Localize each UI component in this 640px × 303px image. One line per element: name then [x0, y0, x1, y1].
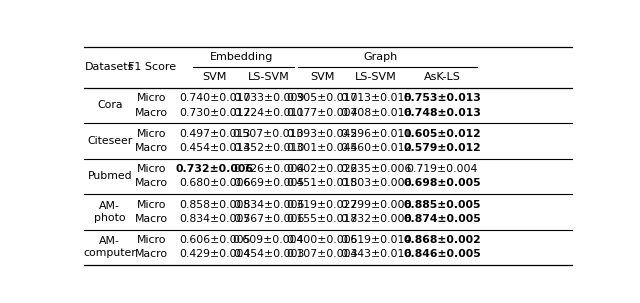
Text: 0.605±0.012: 0.605±0.012	[403, 129, 481, 139]
Text: 0.874±0.005: 0.874±0.005	[403, 214, 481, 224]
Text: Graph: Graph	[363, 52, 397, 62]
Text: 0.596±0.011: 0.596±0.011	[340, 129, 412, 139]
Text: 0.497±0.013: 0.497±0.013	[179, 129, 250, 139]
Text: 0.713±0.015: 0.713±0.015	[340, 93, 412, 103]
Text: 0.107±0.003: 0.107±0.003	[286, 249, 358, 259]
Text: LS-SVM: LS-SVM	[355, 72, 397, 82]
Text: Datasets: Datasets	[85, 62, 134, 72]
Text: 0.452±0.010: 0.452±0.010	[233, 143, 304, 153]
Text: Micro: Micro	[137, 93, 166, 103]
Text: 0.753±0.013: 0.753±0.013	[403, 93, 481, 103]
Text: 0.740±0.010: 0.740±0.010	[179, 93, 251, 103]
Text: 0.732±0.008: 0.732±0.008	[340, 214, 412, 224]
Text: 0.698±0.005: 0.698±0.005	[403, 178, 481, 188]
Text: 0.885±0.005: 0.885±0.005	[403, 200, 481, 210]
Text: 0.680±0.006: 0.680±0.006	[179, 178, 251, 188]
Text: 0.451±0.018: 0.451±0.018	[287, 178, 358, 188]
Text: 0.454±0.003: 0.454±0.003	[233, 249, 304, 259]
Text: 0.602±0.022: 0.602±0.022	[286, 164, 358, 174]
Text: 0.748±0.013: 0.748±0.013	[403, 108, 481, 118]
Text: Macro: Macro	[135, 143, 168, 153]
Text: 0.726±0.004: 0.726±0.004	[233, 164, 304, 174]
Text: 0.507±0.010: 0.507±0.010	[233, 129, 304, 139]
Text: Macro: Macro	[135, 249, 168, 259]
Text: Macro: Macro	[135, 178, 168, 188]
Text: 0.443±0.016: 0.443±0.016	[340, 249, 412, 259]
Text: SVM: SVM	[203, 72, 227, 82]
Text: 0.730±0.012: 0.730±0.012	[179, 108, 251, 118]
Text: 0.834±0.005: 0.834±0.005	[179, 214, 251, 224]
Text: Pubmed: Pubmed	[88, 171, 132, 181]
Text: Micro: Micro	[137, 129, 166, 139]
Text: Macro: Macro	[135, 214, 168, 224]
Text: 0.708±0.016: 0.708±0.016	[340, 108, 412, 118]
Text: Micro: Micro	[137, 200, 166, 210]
Text: LS-SVM: LS-SVM	[248, 72, 289, 82]
Text: 0.454±0.013: 0.454±0.013	[179, 143, 250, 153]
Text: Macro: Macro	[135, 108, 168, 118]
Text: 0.301±0.044: 0.301±0.044	[286, 143, 358, 153]
Text: F1 Score: F1 Score	[128, 62, 176, 72]
Text: 0.503±0.006: 0.503±0.006	[340, 178, 412, 188]
Text: 0.733±0.009: 0.733±0.009	[233, 93, 304, 103]
Text: 0.400±0.005: 0.400±0.005	[286, 235, 358, 245]
Text: 0.669±0.005: 0.669±0.005	[233, 178, 304, 188]
Text: 0.393±0.042: 0.393±0.042	[287, 129, 358, 139]
Text: 0.834±0.006: 0.834±0.006	[233, 200, 304, 210]
Text: AM-
computer: AM- computer	[83, 236, 136, 258]
Text: Cora: Cora	[97, 100, 122, 110]
Text: Micro: Micro	[137, 235, 166, 245]
Text: 0.560±0.012: 0.560±0.012	[340, 143, 412, 153]
Text: 0.077±0.004: 0.077±0.004	[286, 108, 358, 118]
Text: 0.606±0.005: 0.606±0.005	[179, 235, 251, 245]
Text: 0.579±0.012: 0.579±0.012	[403, 143, 481, 153]
Text: Embedding: Embedding	[210, 52, 273, 62]
Text: 0.609±0.004: 0.609±0.004	[233, 235, 304, 245]
Text: 0.319±0.022: 0.319±0.022	[287, 200, 358, 210]
Text: 0.635±0.006: 0.635±0.006	[340, 164, 412, 174]
Text: SVM: SVM	[310, 72, 334, 82]
Text: 0.719±0.004: 0.719±0.004	[406, 164, 478, 174]
Text: 0.846±0.005: 0.846±0.005	[403, 249, 481, 259]
Text: 0.724±0.011: 0.724±0.011	[233, 108, 304, 118]
Text: AM-
photo: AM- photo	[94, 201, 125, 223]
Text: 0.732±0.006: 0.732±0.006	[176, 164, 254, 174]
Text: AsK-LS: AsK-LS	[424, 72, 461, 82]
Text: 0.155±0.018: 0.155±0.018	[287, 214, 358, 224]
Text: 0.868±0.002: 0.868±0.002	[403, 235, 481, 245]
Text: 0.619±0.014: 0.619±0.014	[340, 235, 412, 245]
Text: 0.858±0.005: 0.858±0.005	[179, 200, 251, 210]
Text: 0.429±0.004: 0.429±0.004	[179, 249, 251, 259]
Text: 0.799±0.008: 0.799±0.008	[340, 200, 412, 210]
Text: 0.767±0.006: 0.767±0.006	[233, 214, 304, 224]
Text: 0.305±0.010: 0.305±0.010	[286, 93, 358, 103]
Text: Micro: Micro	[137, 164, 166, 174]
Text: Citeseer: Citeseer	[87, 136, 132, 146]
